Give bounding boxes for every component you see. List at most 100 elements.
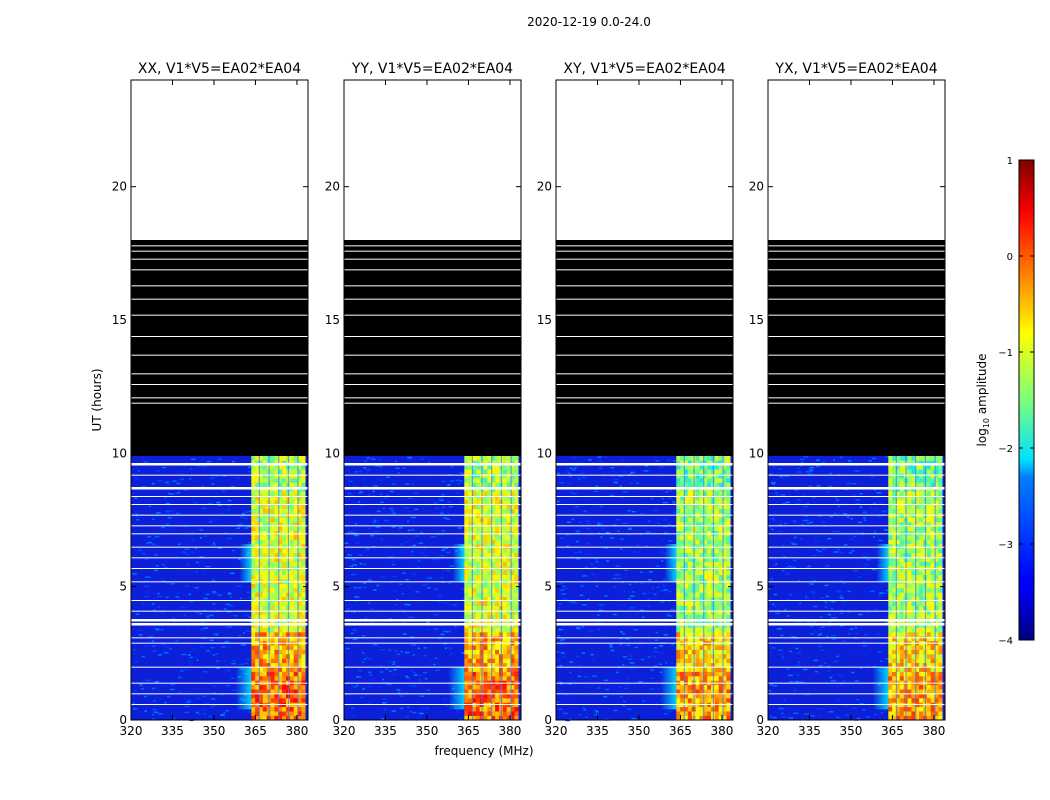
- band-cell: [464, 561, 469, 567]
- band-cell: [475, 535, 481, 540]
- noise-speck: [806, 522, 811, 524]
- band-cell: [491, 605, 496, 611]
- panel-title: YY, V1*V5=EA02*EA04: [351, 61, 513, 77]
- band-cell: [278, 460, 283, 466]
- band-cell: [274, 715, 279, 721]
- noise-speck: [410, 636, 415, 639]
- noise-speck: [598, 532, 601, 534]
- noise-speck: [575, 557, 581, 560]
- band-cell: [487, 574, 492, 580]
- noise-speck: [569, 467, 573, 469]
- noise-speck: [650, 669, 654, 671]
- noise-speck: [854, 531, 860, 534]
- band-cell: [926, 557, 931, 562]
- band-cell: [274, 469, 279, 474]
- noise-speck: [626, 708, 632, 710]
- band-cell: [888, 711, 893, 716]
- band-cell: [282, 715, 287, 721]
- gap-row: [344, 682, 521, 684]
- band-cell: [297, 539, 302, 545]
- band-cell: [270, 482, 275, 488]
- noise-speck: [175, 596, 180, 598]
- noise-speck: [818, 550, 822, 553]
- noise-speck: [855, 499, 861, 501]
- band-cell: [926, 508, 931, 514]
- noise-speck: [404, 603, 409, 606]
- gap-row: [131, 637, 308, 639]
- noise-speck: [772, 605, 777, 608]
- noise-speck: [225, 603, 230, 606]
- noise-speck: [176, 492, 180, 494]
- noise-speck: [220, 713, 225, 716]
- band-cell: [676, 517, 681, 523]
- noise-speck: [779, 475, 784, 478]
- band-cell: [930, 592, 935, 598]
- band-cell: [938, 632, 943, 637]
- noise-speck: [673, 460, 678, 462]
- band-cell: [502, 535, 507, 540]
- band-cell: [468, 583, 473, 589]
- band-cell: [919, 601, 924, 606]
- band-cell: [278, 627, 283, 633]
- band-cell: [915, 654, 920, 659]
- noise-speck: [854, 680, 859, 682]
- noise-speck: [152, 609, 157, 612]
- y-tick-label: 10: [325, 446, 340, 460]
- band-cell: [278, 693, 283, 699]
- band-cell: [722, 654, 727, 659]
- band-cell: [293, 478, 298, 483]
- band-cell: [475, 627, 481, 633]
- band-cell: [514, 508, 519, 514]
- band-cell: [934, 658, 939, 664]
- band-cell: [915, 596, 920, 602]
- band-cell: [892, 588, 897, 593]
- noise-speck: [865, 559, 871, 561]
- band-cell: [911, 605, 916, 611]
- band-cell: [899, 504, 905, 510]
- band-cell: [680, 698, 685, 703]
- band-cell: [464, 574, 469, 580]
- noise-speck: [446, 518, 451, 520]
- noise-speck: [664, 532, 668, 534]
- noise-speck: [862, 555, 868, 558]
- band-cell: [896, 601, 901, 606]
- band-cell: [506, 610, 511, 615]
- noise-speck: [842, 640, 846, 642]
- band-cell: [464, 610, 469, 615]
- noise-speck: [347, 495, 350, 497]
- band-cell: [255, 689, 260, 694]
- noise-speck: [873, 531, 877, 533]
- band-cell: [714, 605, 719, 611]
- noise-speck: [884, 592, 888, 595]
- noise-speck: [804, 515, 809, 517]
- band-cell: [464, 667, 469, 672]
- noise-speck: [433, 628, 438, 631]
- band-cell: [684, 473, 689, 479]
- band-cell: [483, 469, 488, 474]
- band-cell: [899, 596, 905, 602]
- band-cell: [680, 654, 685, 659]
- band-cell: [934, 662, 939, 668]
- band-cell: [259, 478, 264, 483]
- noise-speck: [572, 602, 577, 604]
- band-cell: [687, 676, 693, 681]
- band-cell: [487, 588, 492, 593]
- noise-speck: [854, 626, 858, 629]
- band-cell: [680, 583, 685, 589]
- band-cell: [487, 482, 492, 488]
- x-tick-label: 335: [161, 724, 184, 738]
- noise-speck: [621, 604, 627, 607]
- noise-speck: [184, 585, 189, 587]
- band-cell: [297, 469, 302, 474]
- noise-speck: [170, 582, 175, 585]
- masked-block: [344, 240, 521, 456]
- band-cell: [726, 601, 731, 606]
- band-cell: [483, 482, 488, 488]
- band-cell: [899, 539, 905, 545]
- band-cell: [930, 623, 935, 628]
- band-cell: [919, 698, 924, 703]
- band-cell: [718, 583, 723, 589]
- noise-speck: [788, 717, 794, 719]
- band-cell: [502, 627, 507, 633]
- band-cell: [703, 469, 708, 474]
